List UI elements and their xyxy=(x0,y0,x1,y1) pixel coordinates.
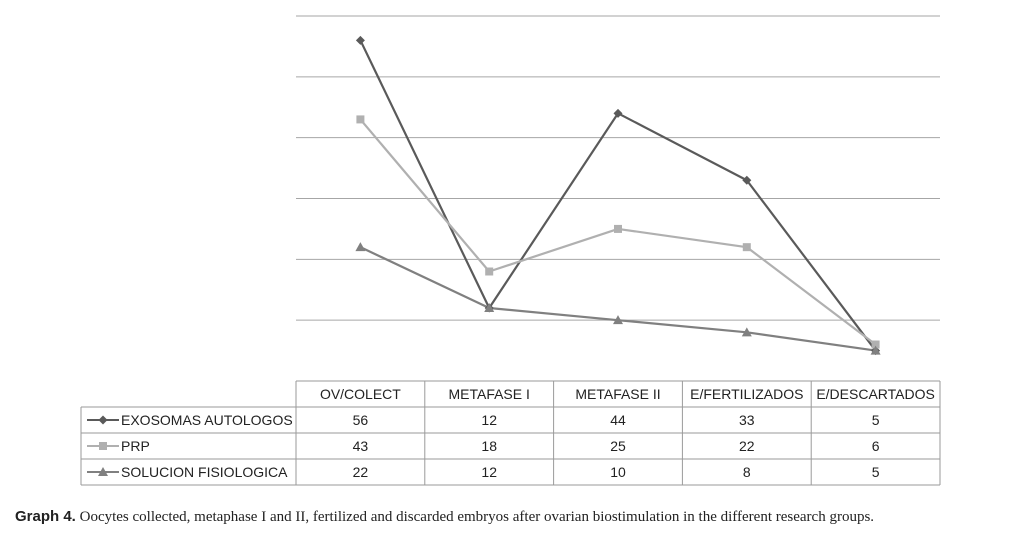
data-value: 6 xyxy=(872,438,880,454)
data-point xyxy=(355,35,365,45)
data-point xyxy=(484,303,495,312)
data-point xyxy=(355,242,366,252)
figure-caption: Graph 4. Oocytes collected, metaphase I … xyxy=(15,508,874,526)
data-value: 25 xyxy=(610,438,626,454)
legend-label: SOLUCION FISIOLOGICA xyxy=(121,464,288,480)
series-line-0 xyxy=(359,39,877,352)
gridlines xyxy=(296,15,940,321)
legend-marker xyxy=(98,467,108,476)
data-point xyxy=(742,243,751,252)
category-label: E/FERTILIZADOS xyxy=(690,386,803,402)
data-point xyxy=(613,108,623,118)
data-point xyxy=(485,267,494,276)
category-label: METAFASE II xyxy=(575,386,660,402)
data-value: 33 xyxy=(739,412,755,428)
legend-label: PRP xyxy=(121,438,150,454)
category-label: OV/COLECT xyxy=(320,386,401,402)
data-point xyxy=(613,315,623,325)
data-value: 12 xyxy=(481,464,497,480)
data-value: 8 xyxy=(743,464,751,480)
data-value: 18 xyxy=(481,438,497,454)
category-label: E/DESCARTADOS xyxy=(816,386,935,402)
category-label: METAFASE I xyxy=(448,386,529,402)
series-lines xyxy=(359,39,877,352)
data-value: 56 xyxy=(353,412,369,428)
data-point xyxy=(741,327,752,337)
data-point xyxy=(871,340,880,349)
legend-marker xyxy=(99,442,107,450)
data-point xyxy=(870,345,881,355)
data-value: 22 xyxy=(739,438,755,454)
caption-text: Oocytes collected, metaphase I and II, f… xyxy=(79,509,875,525)
series-markers xyxy=(355,35,881,356)
data-value: 10 xyxy=(610,464,626,480)
legend-marker xyxy=(98,415,108,425)
data-value: 12 xyxy=(481,412,497,428)
series-line-2 xyxy=(359,246,876,352)
data-value: 44 xyxy=(610,412,626,428)
caption-label: Graph 4. xyxy=(15,508,76,525)
data-value: 5 xyxy=(872,412,880,428)
data-value: 22 xyxy=(353,464,369,480)
data-point xyxy=(356,115,365,124)
data-table: OV/COLECT METAFASE I METAFASE II E/FERTILIZ… xyxy=(80,380,941,486)
data-point xyxy=(742,175,752,185)
data-point xyxy=(614,224,622,233)
data-value: 5 xyxy=(872,464,880,480)
legend-label: EXOSOMAS AUTOLOGOS xyxy=(121,412,293,428)
data-value: 43 xyxy=(353,438,369,454)
